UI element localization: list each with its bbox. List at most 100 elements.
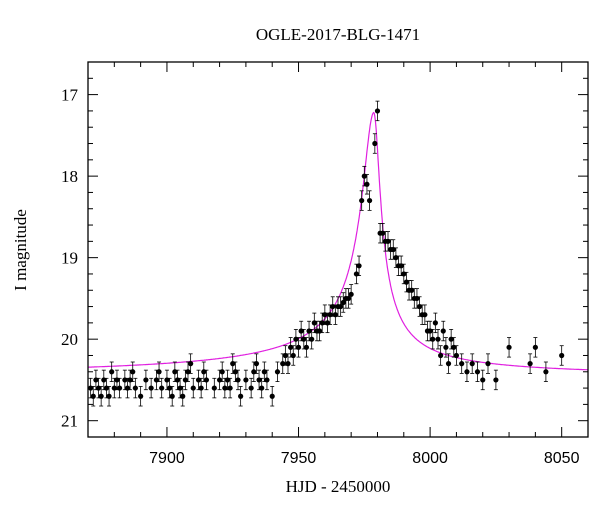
data-point	[285, 353, 291, 374]
data-point	[143, 369, 149, 391]
point-marker	[211, 385, 217, 391]
point-marker	[430, 336, 436, 342]
data-point	[269, 386, 275, 407]
point-marker	[180, 393, 186, 399]
point-marker	[238, 393, 244, 399]
point-marker	[143, 377, 149, 383]
point-marker	[440, 328, 446, 334]
data-point	[264, 369, 270, 391]
data-point	[130, 361, 136, 382]
point-marker	[309, 336, 315, 342]
data-point	[432, 312, 438, 334]
point-marker	[295, 344, 302, 350]
point-marker	[203, 377, 210, 383]
data-point	[156, 361, 162, 382]
x-tick-label: 7950	[281, 450, 317, 467]
data-point	[464, 361, 470, 382]
point-marker	[138, 393, 144, 399]
data-points	[88, 100, 565, 407]
data-point	[453, 345, 460, 366]
data-point	[238, 386, 244, 407]
point-marker	[372, 140, 378, 147]
point-marker	[109, 369, 115, 375]
point-marker	[130, 369, 136, 375]
point-marker	[459, 361, 465, 367]
point-marker	[116, 385, 123, 391]
data-point	[403, 271, 410, 293]
data-point	[527, 353, 533, 374]
point-marker	[527, 361, 533, 367]
y-axis-label: I magnitude	[11, 209, 30, 291]
data-point	[340, 292, 346, 313]
data-point	[159, 377, 165, 399]
point-marker	[532, 344, 538, 350]
data-point	[98, 386, 104, 407]
y-tick-label: 20	[61, 330, 78, 349]
point-marker	[219, 369, 225, 375]
data-point	[219, 361, 225, 382]
data-point	[469, 353, 475, 374]
data-point	[288, 337, 294, 358]
point-marker	[364, 181, 370, 187]
data-point	[348, 284, 354, 305]
point-marker	[493, 377, 499, 383]
point-marker	[132, 385, 138, 391]
data-point	[338, 296, 344, 317]
point-marker	[98, 393, 104, 399]
x-tick-label: 7900	[149, 450, 185, 467]
y-tick-label: 21	[61, 412, 78, 431]
point-marker	[264, 377, 270, 383]
point-marker	[235, 377, 241, 383]
point-marker	[543, 369, 549, 375]
data-point	[440, 320, 446, 342]
point-marker	[243, 377, 249, 383]
point-marker	[285, 361, 291, 367]
point-marker	[464, 369, 470, 375]
data-point	[103, 377, 110, 399]
data-point	[559, 345, 565, 366]
data-point	[190, 377, 196, 399]
data-point	[116, 377, 123, 399]
data-point	[364, 174, 370, 195]
data-point	[180, 386, 186, 407]
data-point	[485, 353, 491, 374]
data-point	[445, 353, 452, 374]
axis-ticks: 7900 7950 8000 8050 17 18 19 20 21	[61, 61, 589, 467]
data-point	[198, 377, 204, 399]
point-marker	[432, 320, 438, 326]
data-point	[435, 328, 441, 350]
chart-title: OGLE-2017-BLG-1471	[256, 25, 420, 44]
data-point	[359, 190, 365, 211]
data-point	[366, 190, 373, 211]
point-marker	[485, 361, 491, 367]
point-marker	[338, 303, 344, 310]
point-marker	[506, 344, 512, 350]
data-point	[106, 386, 112, 407]
point-marker	[156, 369, 162, 375]
data-point	[248, 377, 254, 399]
data-point	[290, 345, 296, 366]
x-tick-label: 8050	[544, 450, 580, 467]
data-point	[138, 386, 144, 407]
point-marker	[453, 352, 460, 359]
point-marker	[303, 344, 310, 350]
y-tick-label: 18	[61, 167, 78, 186]
point-marker	[435, 336, 441, 342]
data-point	[374, 100, 381, 122]
point-marker	[438, 352, 444, 359]
point-marker	[345, 295, 352, 302]
point-marker	[559, 352, 565, 359]
data-point	[506, 337, 512, 358]
point-marker	[198, 385, 204, 391]
point-marker	[480, 377, 486, 383]
point-marker	[274, 369, 281, 375]
point-marker	[445, 361, 452, 367]
data-point	[148, 377, 154, 399]
data-point	[438, 345, 444, 366]
point-marker	[348, 291, 354, 297]
data-point	[203, 369, 210, 391]
point-marker	[469, 361, 475, 367]
point-marker	[227, 385, 233, 391]
point-marker	[159, 385, 165, 391]
data-point	[356, 255, 362, 276]
